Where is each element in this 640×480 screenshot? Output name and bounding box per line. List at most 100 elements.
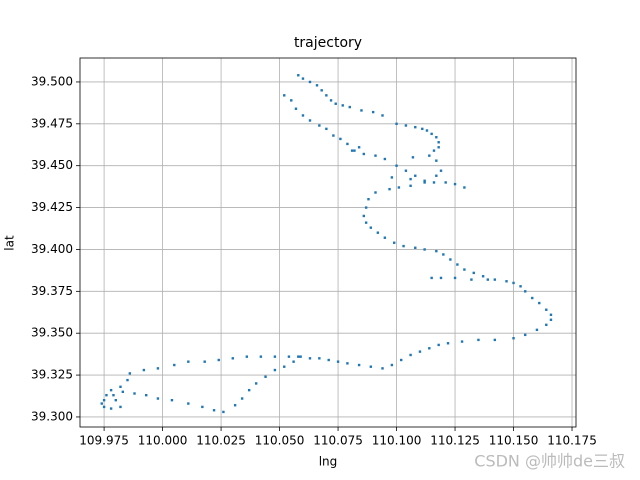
point xyxy=(332,134,335,137)
point xyxy=(346,142,349,146)
point xyxy=(264,375,267,378)
point xyxy=(369,226,373,229)
point xyxy=(439,276,443,280)
point xyxy=(481,275,485,278)
point xyxy=(292,360,295,363)
point xyxy=(217,358,220,362)
point xyxy=(156,367,160,370)
point xyxy=(318,124,321,127)
point xyxy=(381,367,384,370)
point xyxy=(112,393,115,397)
point xyxy=(402,244,405,248)
point xyxy=(409,353,412,357)
point xyxy=(486,278,489,281)
point xyxy=(222,410,225,414)
point xyxy=(545,308,548,311)
point xyxy=(472,271,475,275)
y-tick-label: 39.425 xyxy=(31,200,73,214)
point xyxy=(437,146,440,149)
point xyxy=(126,378,129,382)
point xyxy=(411,156,415,159)
point xyxy=(549,313,553,316)
point xyxy=(156,397,160,400)
point xyxy=(428,347,431,350)
point xyxy=(273,355,277,358)
point xyxy=(100,402,103,405)
point xyxy=(297,74,300,77)
point xyxy=(430,276,433,280)
point xyxy=(538,301,541,305)
point xyxy=(512,337,515,340)
point xyxy=(369,365,373,368)
point xyxy=(133,392,136,395)
point xyxy=(524,333,527,337)
point xyxy=(290,99,293,102)
point xyxy=(187,360,190,363)
point xyxy=(301,77,305,80)
point xyxy=(437,343,440,347)
point xyxy=(170,399,174,402)
point xyxy=(409,177,412,181)
point xyxy=(173,363,176,367)
point xyxy=(444,181,447,184)
point xyxy=(308,119,312,122)
y-tick-label: 39.300 xyxy=(31,409,73,423)
point xyxy=(460,340,464,343)
point xyxy=(442,253,445,256)
x-tick-label: 110.025 xyxy=(196,434,246,448)
point xyxy=(449,258,452,261)
point xyxy=(362,214,365,218)
point xyxy=(395,122,398,126)
point xyxy=(519,285,522,288)
point xyxy=(432,181,436,184)
point xyxy=(212,409,216,412)
point xyxy=(353,149,356,152)
point xyxy=(315,84,319,87)
point xyxy=(404,169,408,172)
point xyxy=(430,132,433,136)
x-tick-label: 110.150 xyxy=(489,434,539,448)
point xyxy=(102,405,106,409)
point xyxy=(336,360,340,363)
point xyxy=(374,191,377,194)
point xyxy=(423,181,426,184)
y-tick-label: 39.350 xyxy=(31,326,73,340)
point xyxy=(308,357,312,360)
point xyxy=(109,407,113,410)
point xyxy=(259,355,263,358)
point xyxy=(339,137,342,141)
x-tick-label: 110.100 xyxy=(372,434,422,448)
point xyxy=(346,362,349,365)
point xyxy=(531,296,534,300)
x-tick-label: 110.000 xyxy=(138,434,188,448)
point xyxy=(388,187,391,191)
point xyxy=(437,141,440,144)
point xyxy=(453,182,457,186)
point xyxy=(414,246,417,249)
x-tick-label: 110.050 xyxy=(255,434,305,448)
point xyxy=(400,358,403,362)
point xyxy=(283,94,286,97)
point xyxy=(318,357,321,360)
point xyxy=(283,365,286,368)
point xyxy=(493,338,497,342)
chart-title: trajectory xyxy=(294,35,362,51)
point xyxy=(371,110,375,114)
point xyxy=(273,368,277,372)
y-tick-label: 39.500 xyxy=(31,74,73,88)
y-tick-label: 39.375 xyxy=(31,284,73,298)
point xyxy=(524,290,527,293)
point xyxy=(439,169,443,172)
y-axis-label: lat xyxy=(3,235,17,251)
point xyxy=(404,124,408,127)
point xyxy=(505,280,508,283)
point xyxy=(397,186,401,189)
point xyxy=(294,107,298,110)
point xyxy=(381,114,384,117)
point xyxy=(145,393,148,397)
point xyxy=(350,149,354,152)
point xyxy=(435,249,438,253)
point xyxy=(121,390,125,394)
point xyxy=(254,382,258,385)
